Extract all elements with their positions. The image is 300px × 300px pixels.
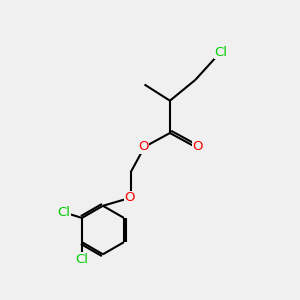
Text: O: O	[192, 140, 203, 153]
Text: Cl: Cl	[214, 46, 227, 59]
Text: O: O	[124, 191, 135, 204]
Text: O: O	[138, 140, 148, 153]
Text: Cl: Cl	[75, 253, 88, 266]
Text: Cl: Cl	[57, 206, 70, 219]
